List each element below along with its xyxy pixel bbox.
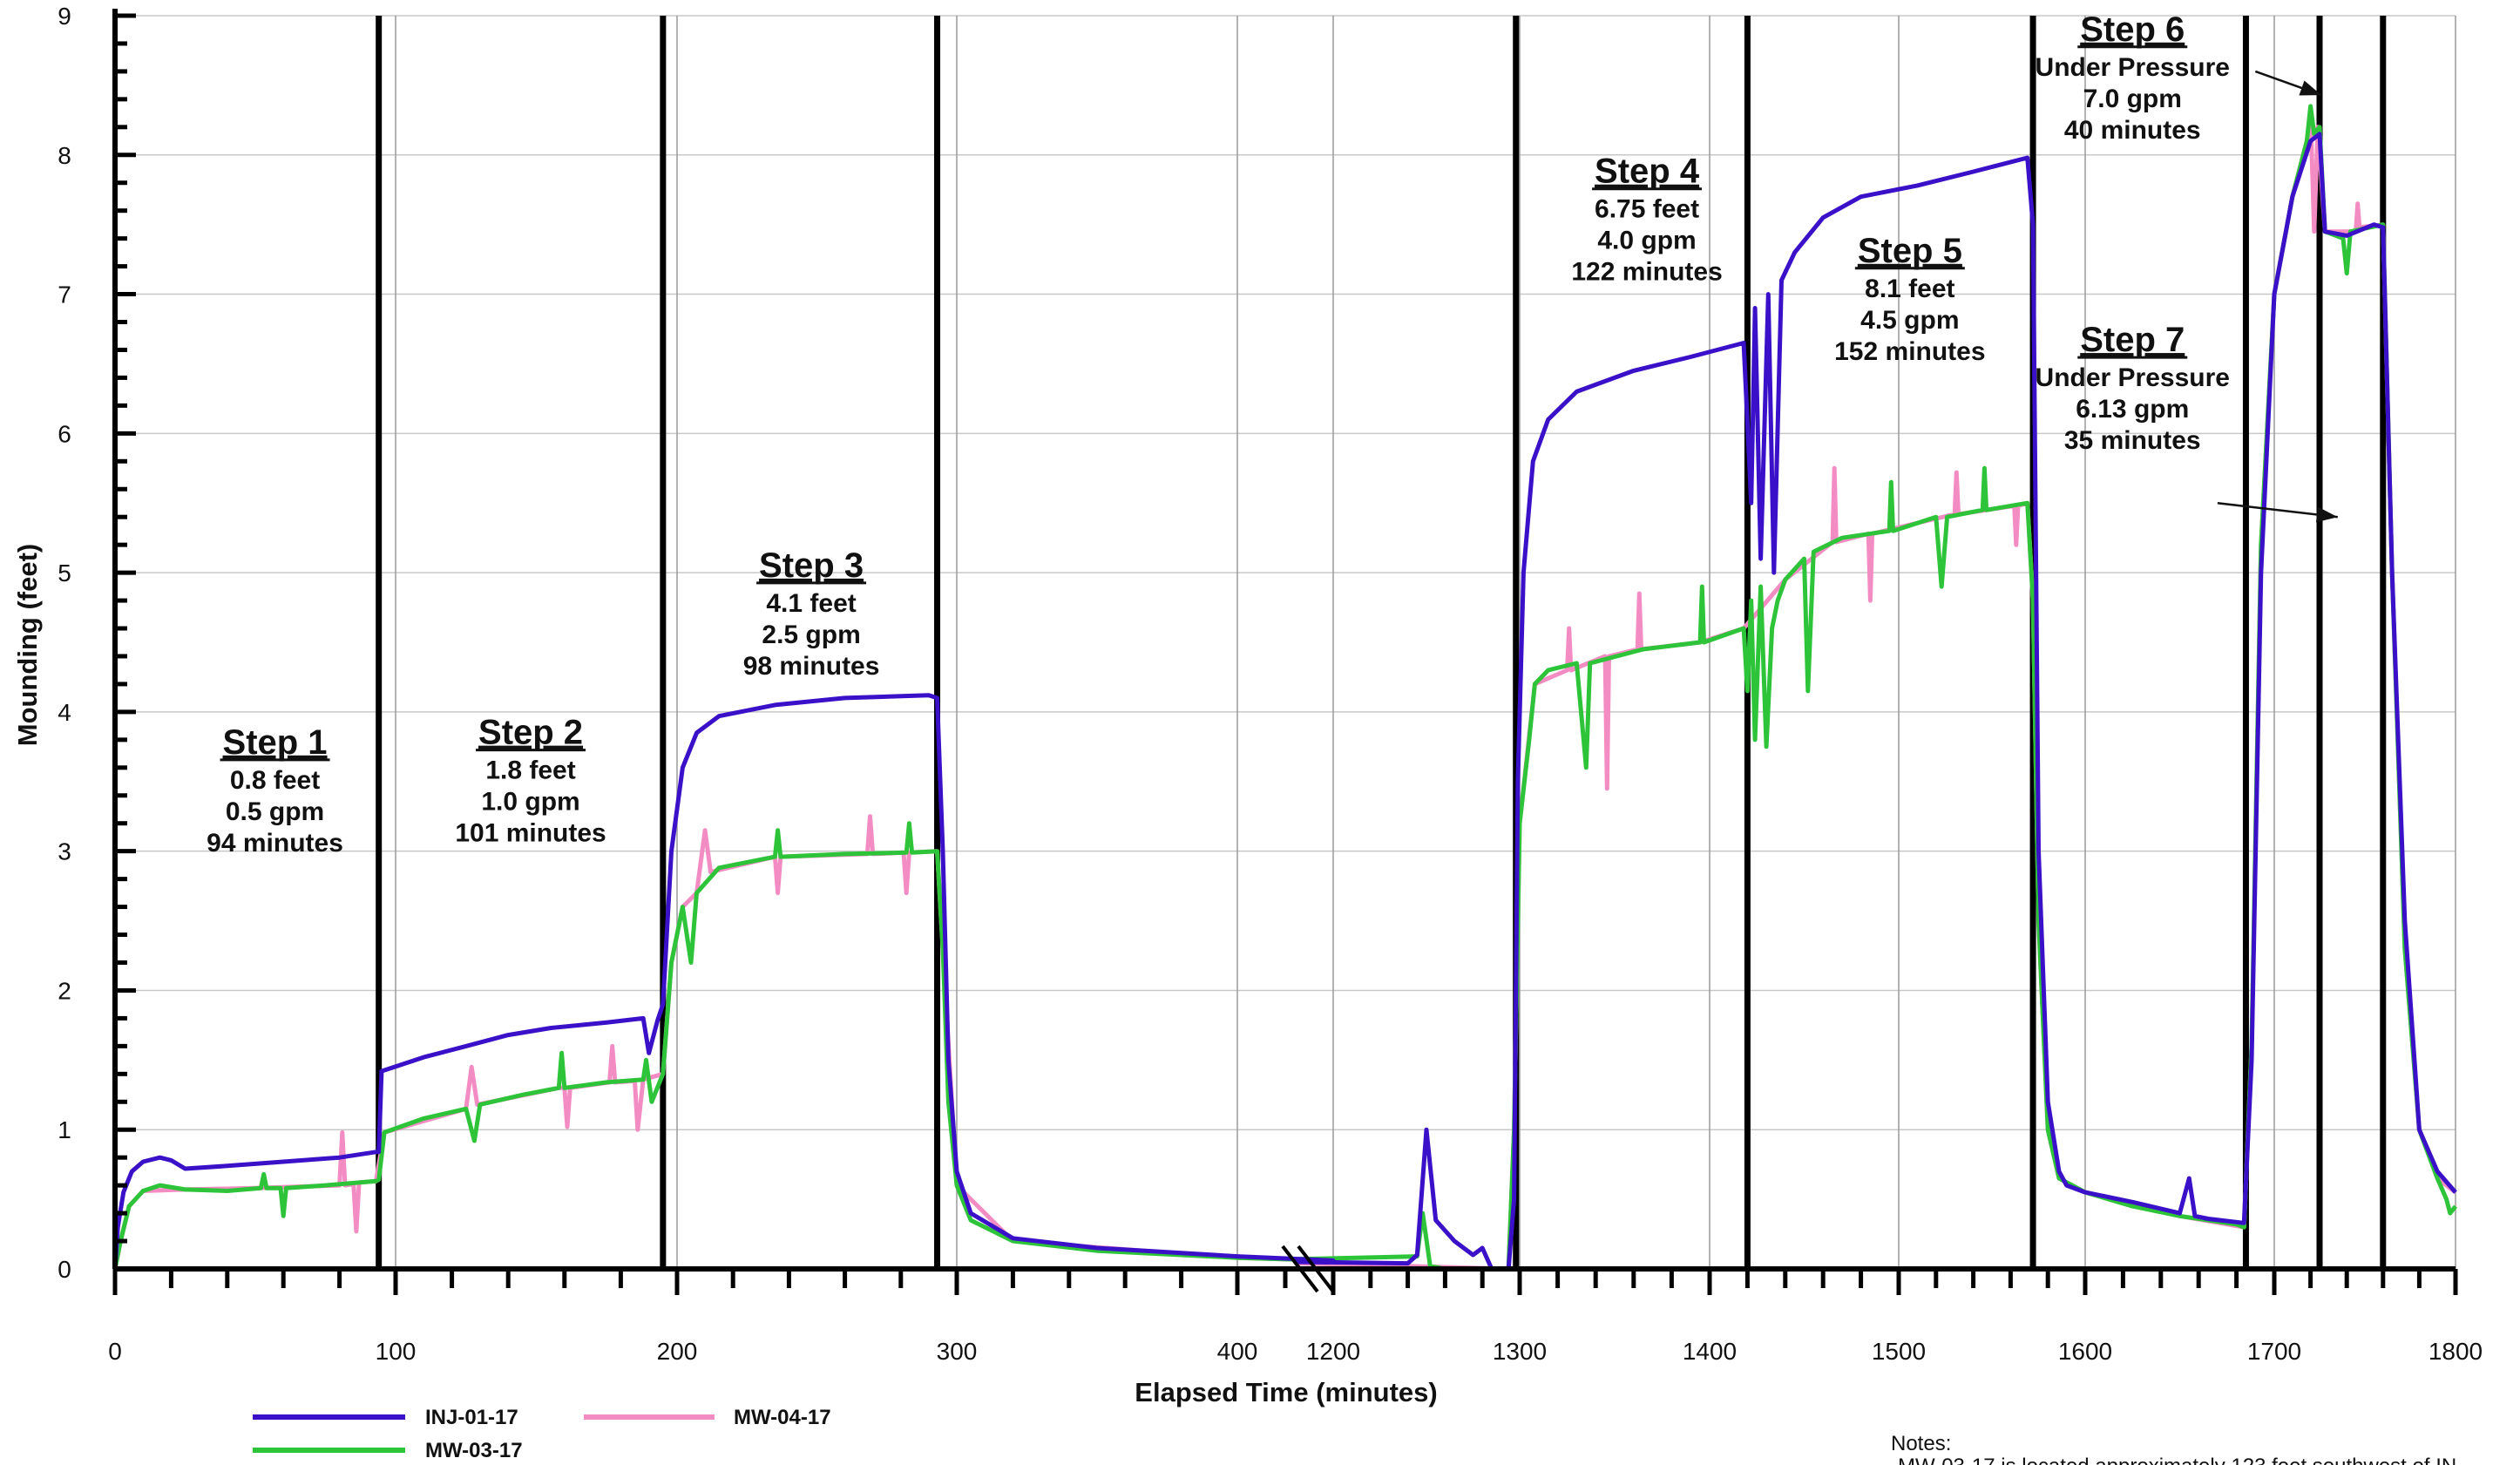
y-tick-label: 6 — [58, 420, 71, 447]
x-tick-label: 1600 — [2058, 1338, 2112, 1365]
annotation-title: Step 1 — [223, 723, 328, 762]
annotation-line: 1.8 feet — [485, 756, 575, 785]
y-tick-label: 3 — [58, 838, 71, 865]
x-tick-label: 200 — [657, 1338, 698, 1365]
annotation-title: Step 3 — [759, 546, 864, 585]
x-axis-title: Elapsed Time (minutes) — [1135, 1377, 1437, 1407]
notes-label: Notes: — [1891, 1432, 1951, 1455]
x-tick-label: 1800 — [2429, 1338, 2483, 1365]
y-tick-label: 1 — [58, 1116, 71, 1143]
annotation-line: 7.0 gpm — [2083, 85, 2182, 113]
annotation-title: Step 2 — [478, 714, 583, 752]
annotation-step3: Step 3 4.1 feet 2.5 gpm 98 minutes — [743, 546, 880, 681]
legend-label-mw-04-17: MW-04-17 — [734, 1406, 831, 1429]
annotation-line: 35 minutes — [2064, 426, 2201, 455]
notes-line-1: MW-03-17 is located approximately 123 fe… — [1898, 1455, 2456, 1465]
annotation-line: 1.0 gpm — [481, 788, 579, 817]
annotation-line: 4.1 feet — [766, 589, 856, 618]
annotation-line: Under Pressure — [2036, 363, 2230, 392]
annotation-step6: Step 6 Under Pressure 7.0 gpm 40 minutes — [2036, 10, 2230, 145]
annotation-line: 40 minutes — [2064, 116, 2201, 145]
annotation-line: 0.8 feet — [230, 766, 320, 795]
y-tick-label: 5 — [58, 560, 71, 587]
annotation-line: 6.75 feet — [1595, 195, 1699, 224]
grid-lines — [114, 15, 2456, 1270]
series-lines — [112, 104, 2457, 1272]
y-tick-label: 8 — [58, 142, 71, 169]
y-tick-label: 2 — [58, 977, 71, 1004]
annotation-line: 6.13 gpm — [2076, 395, 2189, 424]
x-tick-label: 100 — [376, 1338, 417, 1365]
legend: INJ-01-17 MW-04-17 MW-03-17 — [253, 1406, 831, 1462]
y-tick-label: 4 — [58, 699, 71, 726]
annotation-step4: Step 4 6.75 feet 4.0 gpm 122 minutes — [1571, 153, 1722, 287]
annotation-title: Step 6 — [2080, 10, 2185, 49]
x-tick-label: 1400 — [1683, 1338, 1737, 1365]
annotation-line: 4.5 gpm — [1860, 306, 1959, 335]
annotation-title: Step 7 — [2080, 321, 2185, 359]
x-tick-label: 1700 — [2247, 1338, 2301, 1365]
x-tick-label: 1500 — [1872, 1338, 1926, 1365]
axis-break-slash — [1297, 1245, 1335, 1293]
legend-label-mw-03-17: MW-03-17 — [425, 1439, 523, 1462]
annotation-line: 101 minutes — [455, 819, 606, 848]
y-tick-label: 7 — [58, 281, 71, 309]
x-tick-label: 400 — [1217, 1338, 1258, 1365]
annotation-title: Step 4 — [1595, 153, 1700, 191]
annotation-line: 8.1 feet — [1865, 275, 1954, 303]
series-line-mw-04-17 — [112, 111, 2457, 1272]
x-tick-label: 1300 — [1493, 1338, 1547, 1365]
annotation-line: 4.0 gpm — [1597, 227, 1696, 255]
annotation-line: 2.5 gpm — [762, 621, 860, 649]
annotation-line: Under Pressure — [2036, 53, 2230, 82]
x-tick-label: 0 — [108, 1338, 122, 1365]
annotation-line: 94 minutes — [207, 829, 343, 858]
y-tick-label: 0 — [58, 1256, 71, 1283]
y-tick-label: 9 — [58, 3, 71, 30]
annotation-arrowhead — [2299, 80, 2322, 96]
annotation-line: 122 minutes — [1571, 258, 1722, 287]
notes: Notes: MW-03-17 is located approximately… — [1891, 1432, 2456, 1465]
annotation-line: 152 minutes — [1834, 337, 1985, 366]
annotation-line: 98 minutes — [743, 652, 880, 681]
annotation-title: Step 5 — [1858, 232, 1962, 270]
annotation-arrowhead — [2315, 506, 2338, 523]
step-boundaries — [376, 16, 2387, 1269]
x-tick-label: 1200 — [1306, 1338, 1360, 1365]
annotation-line: 0.5 gpm — [226, 797, 324, 826]
series-line-mw-03-17 — [112, 104, 2457, 1272]
legend-label-inj-01-17: INJ-01-17 — [425, 1406, 518, 1429]
axis-break-slash — [1281, 1245, 1319, 1293]
axes: 0 1 2 3 4 5 6 7 8 9 0 100 200 300 400 1200 1300 1400 1500 1… — [58, 3, 2483, 1365]
x-tick-label: 300 — [937, 1338, 978, 1365]
y-axis-title: Mounding (feet) — [12, 544, 43, 746]
